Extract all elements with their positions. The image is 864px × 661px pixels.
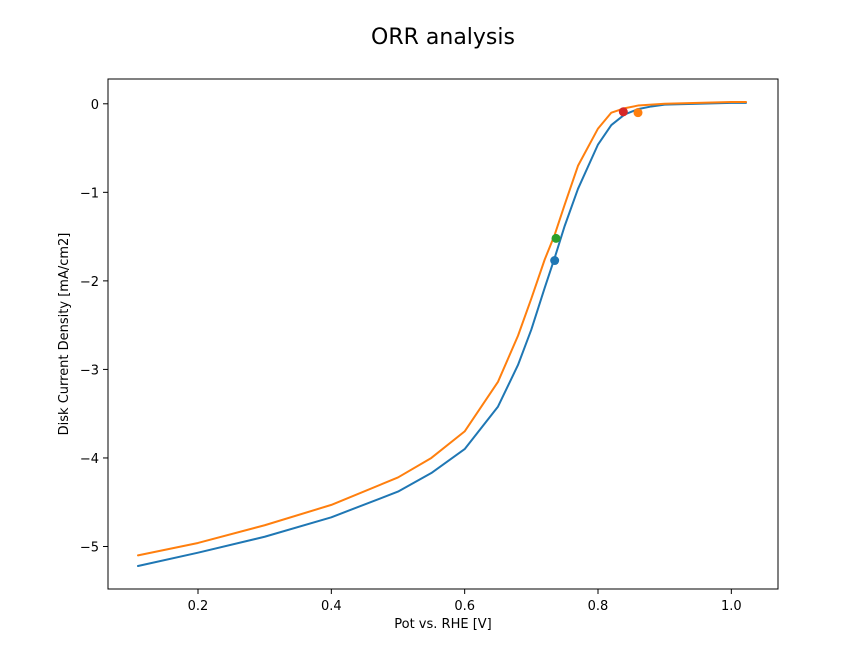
- chart-title: ORR analysis: [371, 25, 515, 50]
- y-tick-label: 0: [91, 98, 99, 113]
- x-axis: 0.2 0.4 0.6 0.8 1.0: [188, 589, 742, 614]
- plot-frame: [107, 78, 779, 590]
- plot-area: [137, 101, 747, 567]
- y-tick-label: −3: [80, 363, 99, 378]
- x-tick-label: 0.2: [188, 599, 209, 614]
- y-axis: 0 −1 −2 −3 −4 −5: [80, 98, 108, 556]
- marker-point-3: [551, 233, 561, 243]
- x-tick-label: 1.0: [721, 599, 742, 614]
- x-tick-label: 0.4: [321, 599, 342, 614]
- x-axis-label: Pot vs. RHE [V]: [394, 617, 491, 632]
- marker-point-4: [618, 107, 628, 117]
- x-tick-label: 0.8: [588, 599, 609, 614]
- marker-point-1: [550, 256, 560, 266]
- x-tick-label: 0.6: [454, 599, 475, 614]
- y-tick-label: −5: [80, 541, 99, 556]
- series-line-2: [137, 101, 747, 557]
- y-tick-label: −1: [80, 186, 99, 201]
- marker-point-2: [633, 108, 643, 118]
- y-axis-label: Disk Current Density [mA/cm2]: [57, 233, 72, 436]
- series-line-1: [137, 101, 747, 567]
- y-tick-label: −4: [80, 452, 99, 467]
- y-tick-label: −2: [80, 275, 99, 290]
